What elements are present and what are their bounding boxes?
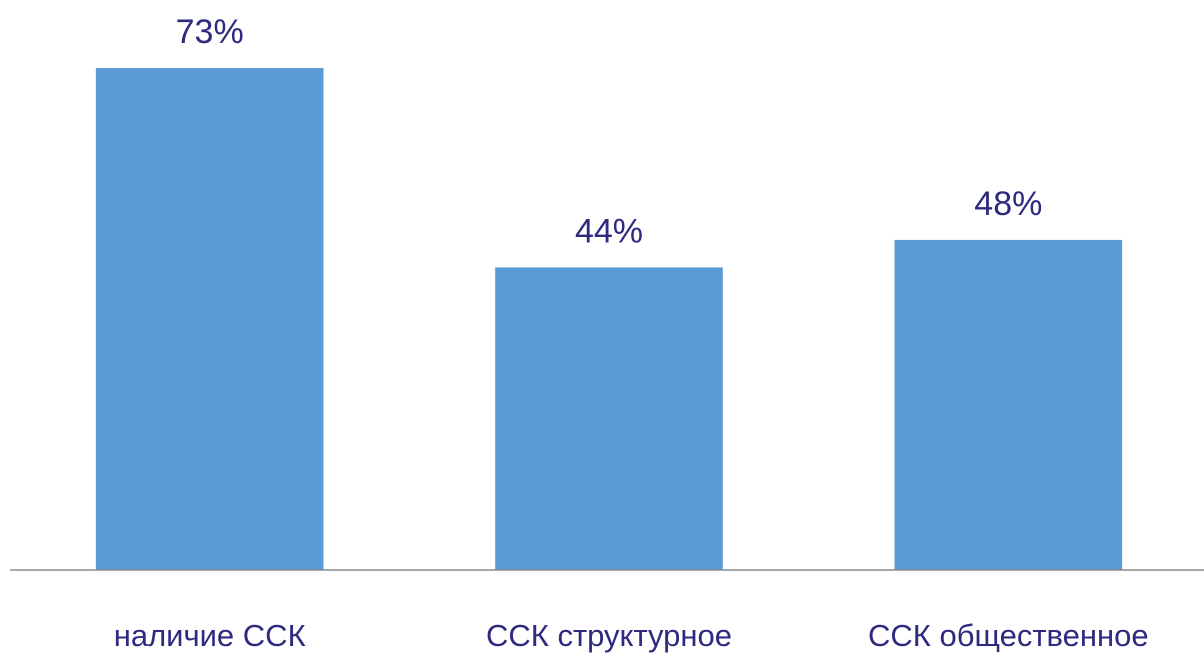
data-label: 48%: [974, 185, 1042, 223]
x-tick-label: наличие ССК: [114, 618, 306, 653]
bar: [95, 68, 324, 570]
x-tick-label: ССК структурное: [486, 618, 732, 653]
data-label: 44%: [575, 212, 643, 250]
bar: [495, 267, 723, 570]
data-label: 73%: [176, 13, 244, 51]
x-tick-label: ССК общественное: [868, 618, 1149, 653]
bar: [894, 239, 1123, 571]
